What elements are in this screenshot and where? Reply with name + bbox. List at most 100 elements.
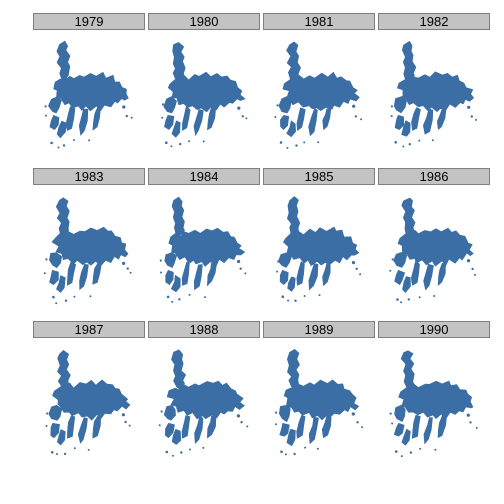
ice-floe [188,293,191,296]
ice-floe [391,422,394,425]
ice-finger [402,276,411,293]
ice-floe [400,455,403,458]
ice-finger [56,275,66,293]
ice-floe [45,258,48,261]
ice-baffin-tongue [57,350,71,390]
ice-finger [194,416,204,444]
ice-finger [170,275,181,293]
sea-ice-extent-map [43,197,132,305]
ice-finger [77,417,88,444]
ice-floe [166,295,170,299]
ice-main-body [397,71,474,112]
facet-strip-label: 1989 [263,321,375,338]
ice-floe [318,294,321,297]
ice-floe [57,146,60,149]
ice-floe [189,448,191,451]
ice-finger [280,115,290,130]
ice-floe [394,450,398,453]
ice-floe [44,105,47,108]
ice-finger [78,108,89,136]
ice-floe [202,140,205,143]
ice-finger [92,415,101,439]
ice-floe [46,412,49,415]
ice-baffin-tongue [400,350,415,390]
ice-floe [276,104,279,107]
facet-panel: 1983 [33,168,145,318]
ice-floe [277,260,280,263]
ice-floe [284,453,287,456]
ice-finger [287,276,296,292]
ice-floe [50,141,53,145]
ice-main-body [397,227,474,267]
sea-ice-extent-map [158,349,249,457]
facet-panel: 1987 [33,321,145,471]
ice-floe [390,105,393,108]
ice-floe [356,421,359,424]
ice-finger [423,108,434,135]
ice-main-body [166,380,245,420]
ice-floe [158,424,161,427]
ice-main-body [398,380,474,420]
ice-finger [296,261,305,286]
sea-ice-extent-map [45,350,131,456]
ice-floe [434,448,437,451]
facet-strip-label: 1990 [378,321,490,338]
ice-floe [160,271,162,274]
ice-hudson-lobe [163,404,176,421]
ice-floe [360,118,363,121]
ice-floe [52,295,55,299]
ice-floe [87,448,90,451]
ice-finger [182,106,191,131]
ice-floe [121,413,125,417]
ice-floe [474,118,477,121]
ice-floe [129,271,132,274]
ice-hudson-lobe [48,96,62,114]
ice-baffin-tongue [286,41,301,82]
ice-floe [431,139,434,142]
ice-floe [170,145,173,148]
ice-floe [244,272,247,275]
ice-finger [411,107,421,131]
ice-baffin-tongue [55,197,70,237]
facet-panel: 1984 [148,168,260,318]
ice-floe [281,295,285,298]
ice-finger [67,415,76,439]
ice-floe [126,267,129,270]
ice-baffin-tongue [402,41,417,82]
ice-floe [236,414,240,418]
ice-floe [466,259,471,263]
ice-floe [43,272,46,275]
ice-floe [475,426,478,429]
ice-floe [394,141,397,144]
ice-hudson-lobe [48,405,63,421]
sea-ice-extent-map [390,41,477,148]
ice-finger [393,423,405,437]
ice-finger [181,415,191,439]
sea-ice-extent-map [389,350,478,458]
ice-floe [390,115,393,118]
ice-floe [274,116,277,118]
ice-main-body [167,71,246,113]
ice-main-body [51,226,129,266]
facet-panel: 1990 [378,321,490,471]
ice-floe [45,114,47,117]
facet-strip-label: 1987 [33,321,145,338]
ice-main-body [283,226,360,266]
ice-floe [245,117,248,120]
facet-panel: 1988 [148,321,260,471]
ice-floe [433,295,436,297]
facet-strip-label: 1981 [263,13,375,30]
ice-floe [355,267,358,270]
ice-floe [467,105,471,109]
ice-floe [418,139,421,142]
ice-finger [394,115,405,130]
ice-floe [286,146,289,149]
facet-panel: 1980 [148,13,260,163]
ice-floe [473,273,476,276]
ice-main-body [168,227,245,267]
ice-hudson-lobe [49,252,62,268]
ice-floe [124,420,127,424]
ice-floe [178,298,181,301]
ice-finger [279,270,289,285]
